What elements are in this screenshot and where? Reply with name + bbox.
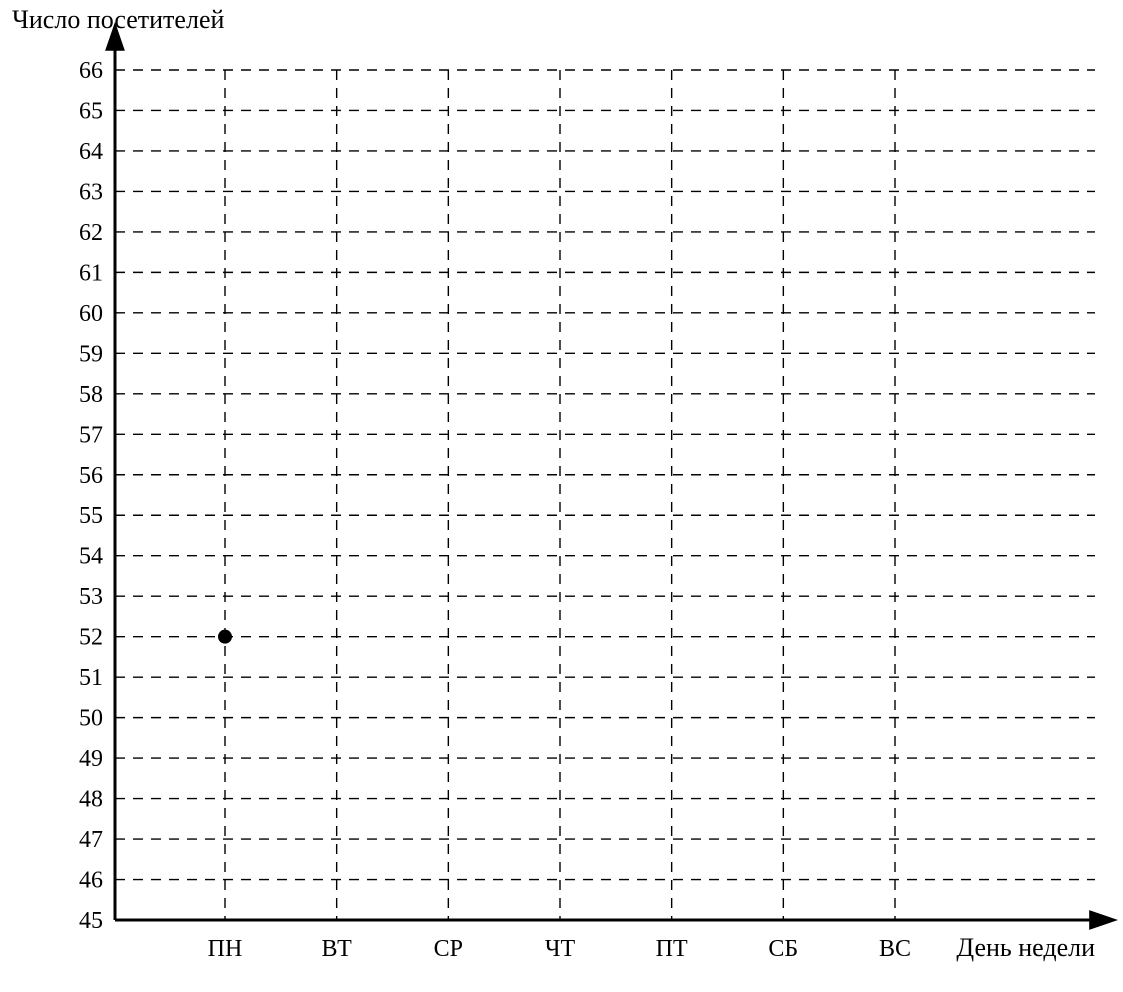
y-tick-label: 61 bbox=[79, 260, 103, 286]
y-tick-label: 45 bbox=[79, 908, 103, 934]
visitors-chart: 45 46 47 48 49 50 51 52 53 54 55 56 57 58 59 60 61 62 63 64… bbox=[0, 0, 1123, 992]
y-tick-label: 51 bbox=[79, 665, 103, 691]
x-tick-label: ПТ bbox=[656, 936, 688, 962]
x-axis-title: День недели bbox=[956, 933, 1095, 962]
y-tick-label: 62 bbox=[79, 220, 103, 246]
y-tick-label: 57 bbox=[79, 422, 103, 448]
y-tick-label: 53 bbox=[79, 584, 103, 610]
x-tick-label: СР bbox=[434, 936, 463, 962]
y-tick-label: 56 bbox=[79, 463, 103, 489]
y-tick-label: 60 bbox=[79, 301, 103, 327]
data-point bbox=[218, 630, 232, 644]
y-axis-title: Число посетителей bbox=[12, 5, 224, 34]
y-tick-label: 47 bbox=[79, 827, 103, 853]
y-tick-label: 48 bbox=[79, 787, 103, 813]
y-tick-label: 55 bbox=[79, 503, 103, 529]
y-tick-label: 50 bbox=[79, 706, 103, 732]
x-tick-label: ПН bbox=[208, 936, 243, 962]
x-tick-label: ВТ bbox=[321, 936, 352, 962]
y-tick-label: 46 bbox=[79, 868, 103, 894]
y-tick-label: 66 bbox=[79, 58, 103, 84]
y-tick-label: 59 bbox=[79, 341, 103, 367]
y-tick-label: 65 bbox=[79, 98, 103, 124]
y-tick-label: 49 bbox=[79, 746, 103, 772]
y-tick-label: 63 bbox=[79, 179, 103, 205]
y-tick-label: 64 bbox=[79, 139, 103, 165]
x-tick-label: ВС bbox=[879, 936, 911, 962]
x-tick-label: СБ bbox=[768, 936, 798, 962]
y-tick-label: 58 bbox=[79, 382, 103, 408]
y-tick-label: 54 bbox=[79, 544, 103, 570]
x-tick-label: ЧТ bbox=[545, 936, 576, 962]
y-tick-label: 52 bbox=[79, 625, 103, 651]
data-points bbox=[218, 630, 232, 644]
